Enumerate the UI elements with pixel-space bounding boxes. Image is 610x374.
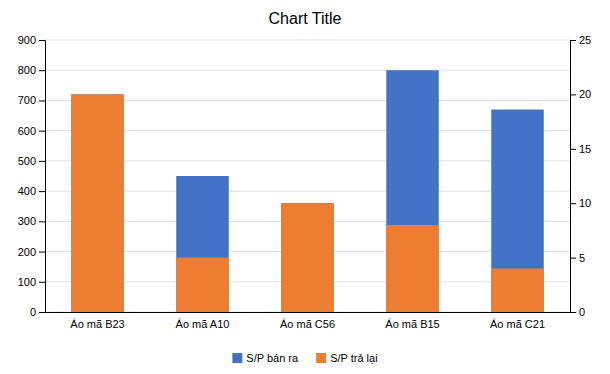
chart: Chart TitleÁo mã B23Áo mã A10Áo mã C56Áo… [0, 0, 610, 374]
tick-label: 500 [18, 155, 36, 167]
bar [176, 258, 229, 312]
tick-label: 600 [18, 125, 36, 137]
y-tick: 15 [570, 143, 591, 155]
y-tick: 5 [570, 252, 585, 264]
tick-mark [570, 149, 576, 150]
bar [386, 225, 439, 312]
x-tick: Áo mã C21 [490, 318, 545, 330]
y2-axis: 0 5 10 15 20 25 [570, 34, 591, 318]
tick-mark [39, 70, 45, 71]
tick-mark [39, 282, 45, 283]
y-tick: 500 [18, 155, 45, 167]
legend-swatch [232, 353, 242, 363]
legend-label: S/P bán ra [246, 352, 299, 364]
tick-label: 0 [30, 306, 36, 318]
tick-label: 900 [18, 34, 36, 46]
tick-mark [39, 191, 45, 192]
tick-mark [39, 131, 45, 132]
legend-item: S/P bán ra [232, 352, 299, 364]
y-axis: 0 100 200 300 400 500 600 700 800 900 [18, 34, 46, 318]
tick-mark [39, 252, 45, 253]
bar [491, 268, 544, 312]
y-tick: 700 [18, 94, 45, 106]
legend-item: S/P trả lại [316, 352, 378, 364]
chart-title: Chart Title [269, 10, 342, 27]
tick-mark [570, 40, 576, 41]
bar [281, 203, 334, 312]
grid [45, 40, 570, 312]
x-tick: Áo mã A10 [176, 318, 230, 330]
y-tick: 200 [18, 246, 45, 258]
tick-mark [39, 221, 45, 222]
tick-label: 400 [18, 185, 36, 197]
grid-line [45, 70, 570, 71]
axis-line [46, 312, 571, 313]
y-tick: 900 [18, 34, 45, 46]
bar [71, 94, 124, 312]
legend-label: S/P trả lại [330, 352, 378, 364]
tick-mark [39, 100, 45, 101]
bar [491, 110, 544, 312]
bar-series [71, 94, 544, 312]
tick-label: 15 [579, 143, 591, 155]
y-tick: 800 [18, 64, 45, 76]
x-tick-label: Áo mã C21 [490, 318, 545, 330]
x-axis: Áo mã B23 Áo mã A10 Áo mã C56 Áo mã B15 Áo m… [46, 313, 571, 330]
y-tick: 400 [18, 185, 45, 197]
legend: S/P bán ra S/P trả lại [232, 352, 377, 364]
tick-label: 20 [579, 88, 591, 100]
axis-line [571, 41, 577, 313]
tick-label: 700 [18, 94, 36, 106]
tick-mark [39, 312, 45, 313]
y-tick: 25 [570, 34, 591, 46]
tick-mark [39, 161, 45, 162]
y-tick: 100 [18, 276, 45, 288]
tick-label: 25 [579, 34, 591, 46]
tick-mark [570, 94, 576, 95]
grid-line [45, 40, 570, 41]
tick-mark [570, 312, 576, 313]
tick-label: 300 [18, 215, 36, 227]
y-tick: 20 [570, 88, 591, 100]
y-tick: 10 [570, 197, 591, 209]
bar [176, 176, 229, 312]
x-tick-label: Áo mã B15 [385, 318, 439, 330]
x-tick-label: Áo mã A10 [176, 318, 230, 330]
y-tick: 300 [18, 215, 45, 227]
tick-label: 5 [579, 252, 585, 264]
tick-mark [570, 203, 576, 204]
tick-label: 200 [18, 246, 36, 258]
y-tick: 600 [18, 125, 45, 137]
x-tick-label: Áo mã C56 [280, 318, 335, 330]
x-tick-label: Áo mã B23 [70, 318, 124, 330]
x-tick: Áo mã B15 [385, 318, 439, 330]
tick-label: 0 [579, 306, 585, 318]
bar [71, 94, 124, 312]
legend-swatch [316, 353, 326, 363]
tick-mark [570, 258, 576, 259]
y-tick: 0 [570, 306, 585, 318]
tick-mark [39, 40, 45, 41]
y-tick: 0 [30, 306, 45, 318]
x-tick: Áo mã C56 [280, 318, 335, 330]
bar [281, 203, 334, 312]
bars [71, 70, 544, 312]
axis-line [39, 41, 46, 313]
tick-label: 10 [579, 197, 591, 209]
bar-series [71, 70, 544, 312]
tick-label: 100 [18, 276, 36, 288]
x-tick: Áo mã B23 [70, 318, 124, 330]
bar [386, 70, 439, 312]
tick-label: 800 [18, 64, 36, 76]
plot: Áo mã B23 Áo mã A10 Áo mã C56 Áo mã B15 Áo m… [18, 34, 592, 330]
